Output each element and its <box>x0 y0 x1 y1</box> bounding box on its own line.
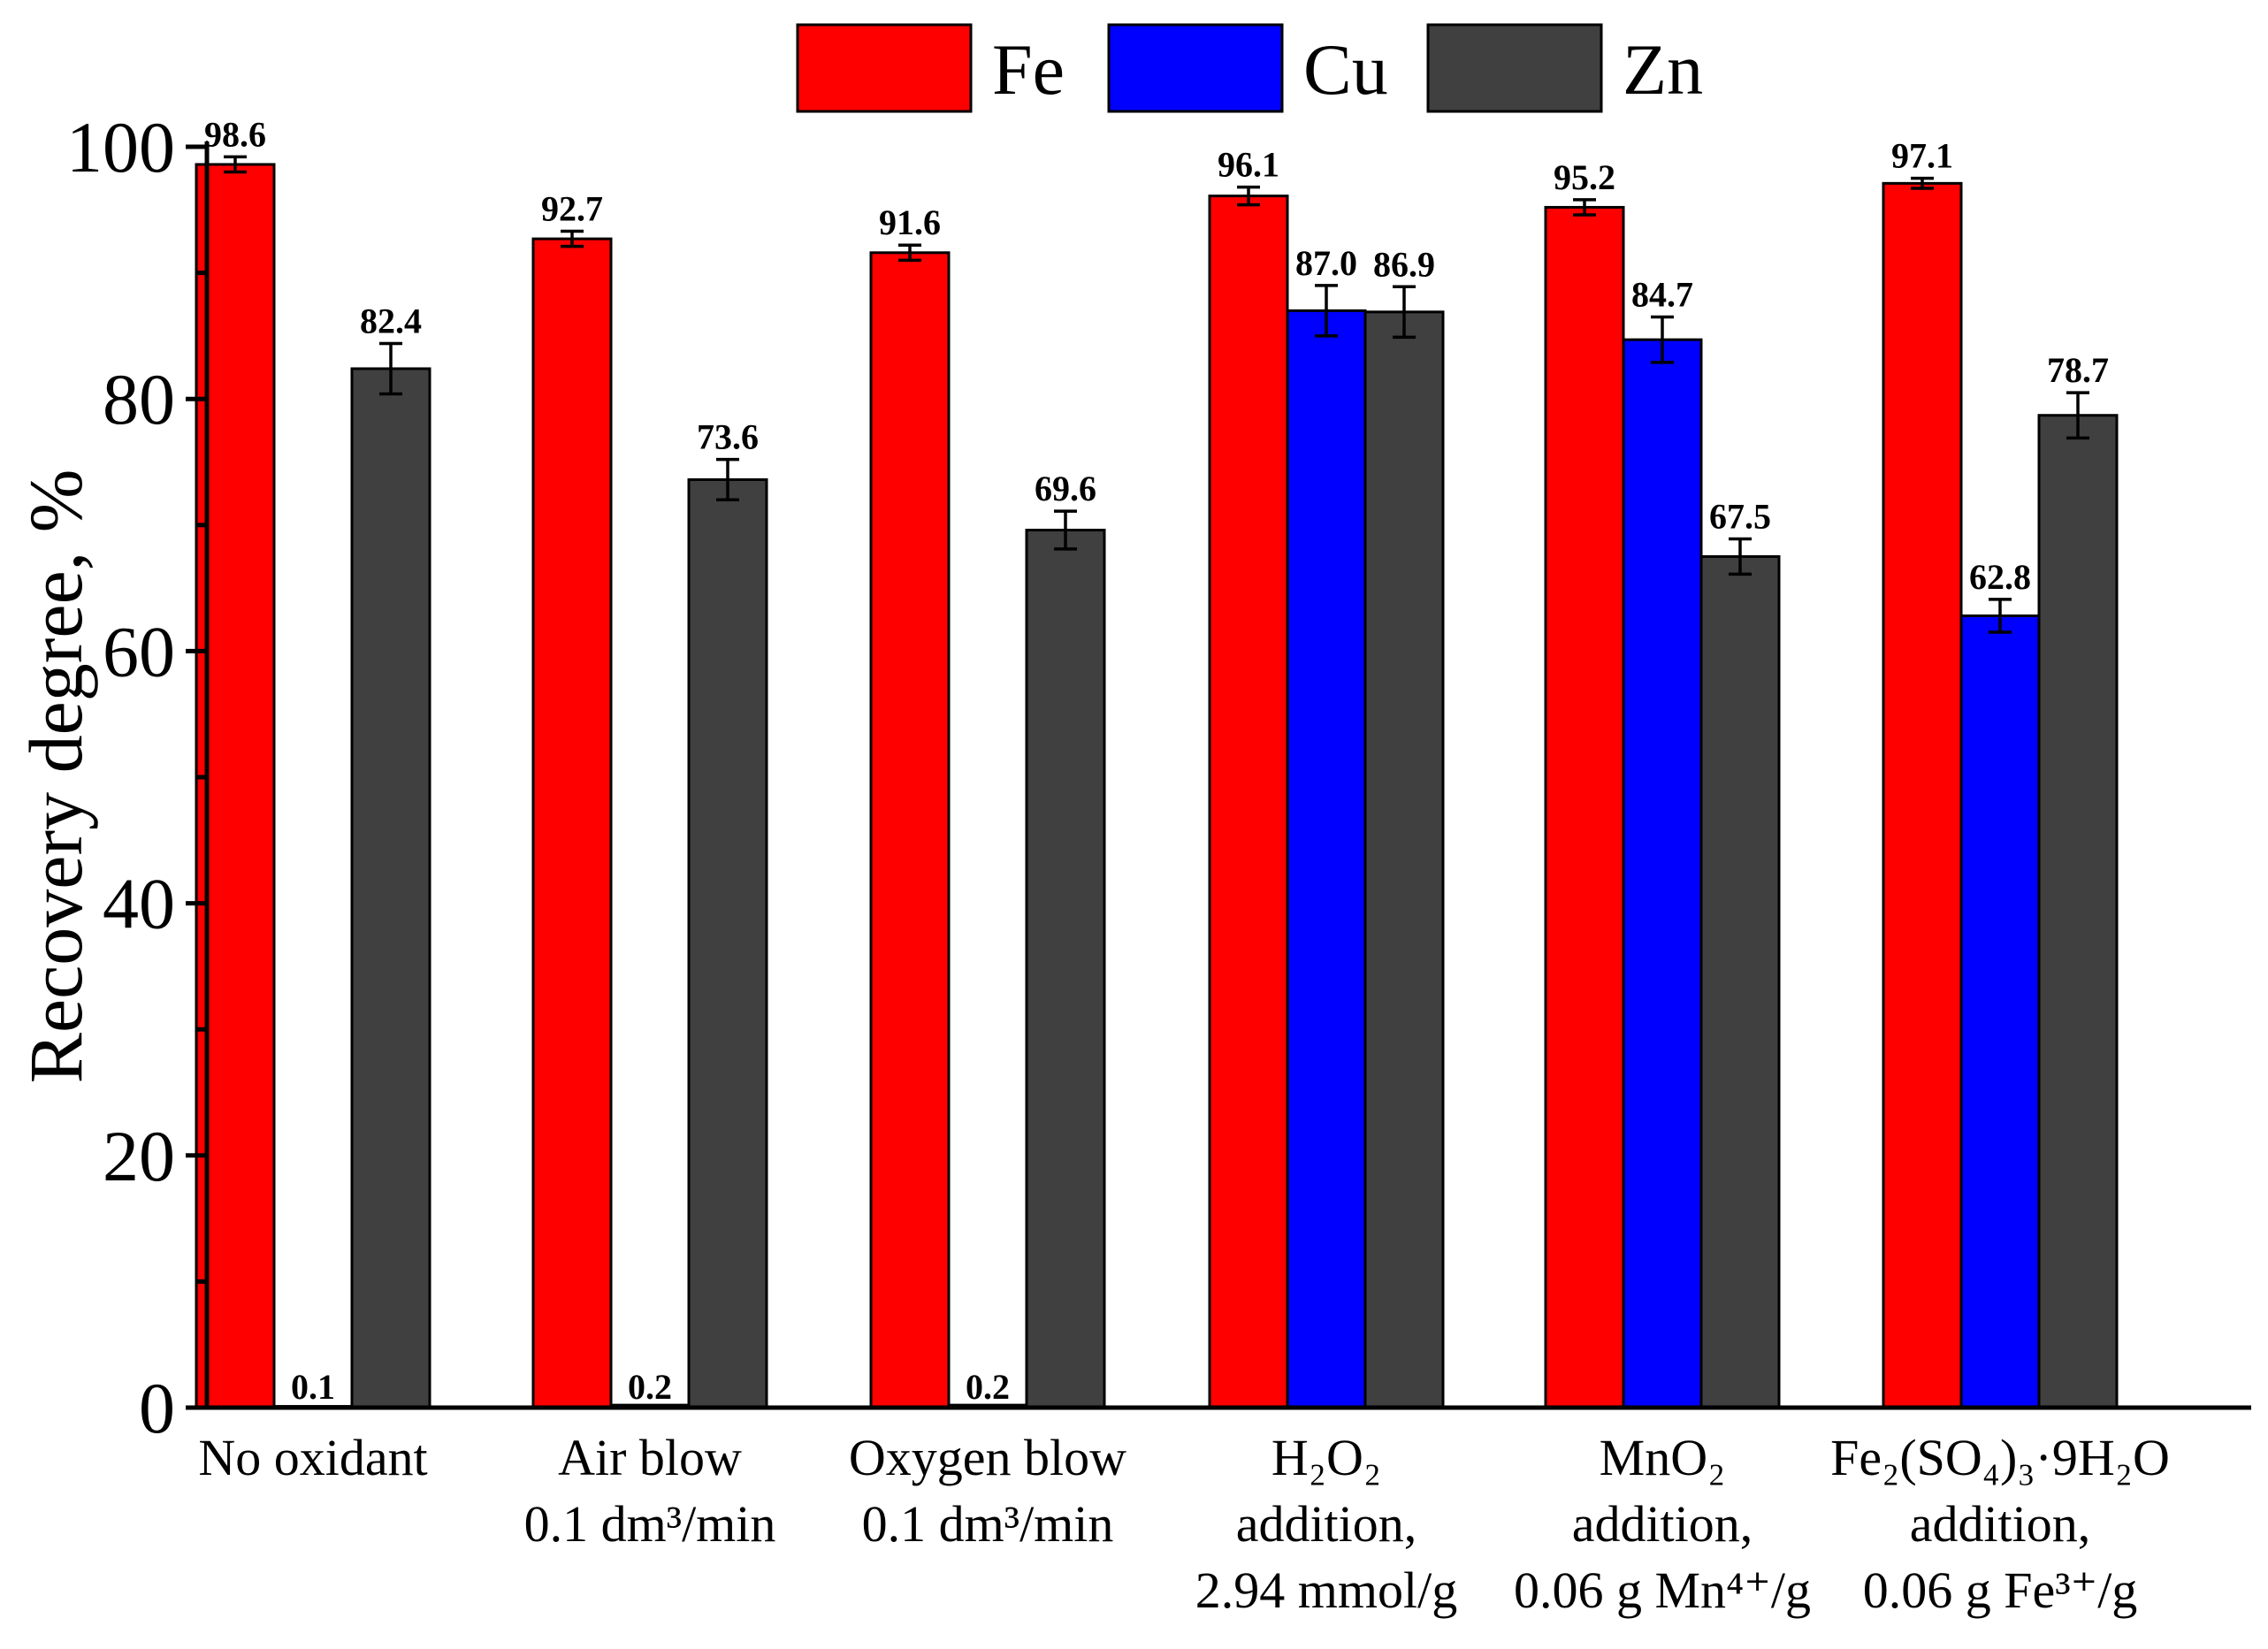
error-bar-fe-2 <box>898 243 921 263</box>
error-bar-zn-0 <box>379 341 402 396</box>
data-label-zn-3: 86.9 <box>1373 244 1435 284</box>
bar-zn-5 <box>2037 414 2119 1409</box>
legend-item-fe: Fe <box>796 23 1065 113</box>
y-tick-label: 40 <box>103 864 175 944</box>
legend-label: Zn <box>1623 29 1703 110</box>
data-label-fe-5: 97.1 <box>1891 136 1953 176</box>
legend-label: Fe <box>992 29 1065 110</box>
y-tick-label: 80 <box>103 359 175 439</box>
error-bar-fe-3 <box>1237 185 1260 207</box>
legend-swatch <box>1107 23 1284 113</box>
error-bar-fe-0 <box>224 155 247 174</box>
error-bar-fe-4 <box>1573 198 1596 217</box>
category-label-line: Air blow <box>558 1429 742 1486</box>
data-label-cu-4: 84.7 <box>1631 275 1693 315</box>
legend-swatch <box>796 23 973 113</box>
category-label-line: addition, <box>1910 1495 2091 1553</box>
y-tick-label: 100 <box>66 107 175 187</box>
bar-fe-2 <box>869 251 951 1409</box>
category-label-0: No oxidant <box>198 1429 427 1486</box>
category-label-line: addition, <box>1572 1495 1753 1553</box>
y-tick-label: 20 <box>103 1116 175 1196</box>
category-label-line: No oxidant <box>198 1429 427 1486</box>
error-bar-zn-3 <box>1393 285 1416 340</box>
data-label-cu-1: 0.2 <box>628 1367 672 1407</box>
data-label-cu-0: 0.1 <box>291 1367 335 1407</box>
data-label-zn-1: 73.6 <box>697 417 759 457</box>
y-tick-label: 60 <box>103 611 175 691</box>
bar-zn-3 <box>1363 310 1445 1409</box>
bar-cu-5 <box>1959 614 2041 1409</box>
bar-cu-3 <box>1286 309 1367 1409</box>
error-bar-cu-4 <box>1651 315 1674 364</box>
bar-zn-4 <box>1699 554 1781 1409</box>
data-label-cu-3: 87.0 <box>1295 243 1357 283</box>
legend-item-zn: Zn <box>1426 23 1703 113</box>
bar-zn-0 <box>350 367 431 1409</box>
category-label-5: Fe₂(SO₄)₃·9H₂O addition, 0.06 g Fe³⁺/g <box>1830 1429 2170 1619</box>
data-label-zn-2: 69.6 <box>1035 469 1096 508</box>
data-label-zn-4: 67.5 <box>1709 496 1771 536</box>
bar-fe-3 <box>1208 195 1289 1409</box>
error-bar-zn-1 <box>716 457 739 502</box>
bar-fe-5 <box>1882 181 1963 1409</box>
category-label-line: Fe₂(SO₄)₃·9H₂O <box>1830 1429 2170 1486</box>
category-label-2: Oxygen blow 0.1 dm³/min <box>849 1429 1126 1553</box>
bar-fe-1 <box>531 237 613 1409</box>
category-label-line: 0.06 g Mn⁴⁺/g <box>1514 1561 1811 1619</box>
category-label-line: 2.94 mmol/g <box>1195 1561 1457 1619</box>
error-bars-layer <box>224 155 2089 634</box>
category-label-line: 0.1 dm³/min <box>862 1495 1114 1553</box>
data-label-fe-3: 96.1 <box>1218 145 1279 185</box>
category-label-line: addition, <box>1236 1495 1417 1553</box>
error-bar-fe-5 <box>1911 176 1934 190</box>
data-label-zn-0: 82.4 <box>360 301 422 340</box>
bar-zn-1 <box>687 477 768 1409</box>
legend-label: Cu <box>1303 29 1388 110</box>
error-bar-cu-5 <box>1989 598 2012 634</box>
data-labels-layer: 98.6 92.7 91.6 96.1 95.2 97.1 0.1 0.2 0.2 87.0 84.… <box>204 114 2109 1407</box>
category-label-1: Air blow 0.1 dm³/min <box>524 1429 776 1553</box>
legend-item-cu: Cu <box>1107 23 1388 113</box>
data-label-zn-5: 78.7 <box>2047 350 2109 390</box>
error-bar-zn-5 <box>2066 391 2089 440</box>
error-bar-zn-2 <box>1054 509 1077 551</box>
y-axis-title: Recovery degree, % <box>13 470 98 1084</box>
data-label-fe-4: 95.2 <box>1554 157 1615 197</box>
category-label-line: H₂O₂ <box>1271 1429 1381 1486</box>
bar-zn-2 <box>1025 529 1106 1409</box>
category-label-line: 0.1 dm³/min <box>524 1495 776 1553</box>
axes: 0 20 40 60 80 100 <box>66 107 2251 1448</box>
data-label-fe-2: 91.6 <box>879 202 941 242</box>
category-label-4: MnO₂ addition, 0.06 g Mn⁴⁺/g <box>1514 1429 1811 1619</box>
category-label-line: Oxygen blow <box>849 1429 1126 1486</box>
data-label-fe-1: 92.7 <box>541 189 603 229</box>
category-label-line: 0.06 g Fe³⁺/g <box>1863 1561 2138 1619</box>
error-bar-fe-1 <box>561 229 584 248</box>
data-label-cu-5: 62.8 <box>1969 557 2031 597</box>
category-label-3: H₂O₂ addition, 2.94 mmol/g <box>1195 1429 1457 1619</box>
legend-swatch <box>1426 23 1603 113</box>
category-label-line: MnO₂ <box>1600 1429 1726 1486</box>
bars-layer <box>195 163 2119 1409</box>
data-label-fe-0: 98.6 <box>204 114 266 154</box>
legend: Fe Cu Zn <box>796 23 1703 113</box>
bar-fe-0 <box>195 163 276 1409</box>
y-tick-label: 0 <box>139 1368 175 1448</box>
data-label-cu-2: 0.2 <box>966 1367 1010 1407</box>
error-bar-zn-4 <box>1729 537 1752 576</box>
bar-fe-4 <box>1544 205 1625 1409</box>
error-bar-cu-3 <box>1315 284 1338 338</box>
bar-cu-4 <box>1622 338 1703 1409</box>
